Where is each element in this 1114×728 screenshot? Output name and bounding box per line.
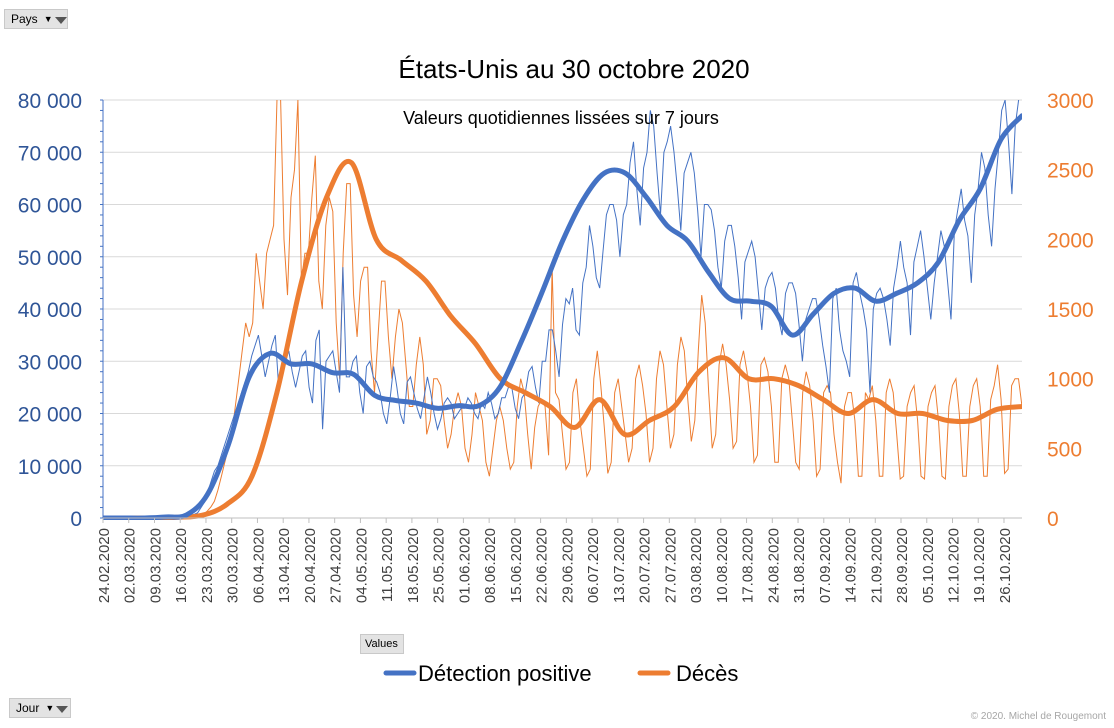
chart-subtitle: Valeurs quotidiennes lissées sur 7 jours xyxy=(403,108,719,128)
y-right-tick-label: 1500 xyxy=(1047,299,1094,322)
x-tick-label: 13.07.2020 xyxy=(611,528,628,603)
y-right-tick-label: 2500 xyxy=(1047,160,1094,183)
axes: 0 10 000 20 000 30 000 40 000 50 000 60 000 70 … xyxy=(18,90,1094,603)
x-tick-label: 16.03.2020 xyxy=(173,528,190,603)
x-tick-label: 08.06.2020 xyxy=(482,528,499,603)
x-tick-label: 27.04.2020 xyxy=(328,528,345,603)
values-field-button[interactable]: Values xyxy=(360,634,404,654)
x-tick-label: 31.08.2020 xyxy=(791,528,808,603)
dropdown-arrow-icon: ▼ xyxy=(43,14,53,24)
daily-raw-lines xyxy=(103,100,1022,519)
x-tick-label: 21.09.2020 xyxy=(868,528,885,603)
legend: Détection positive Décès xyxy=(383,661,738,686)
x-tick-label: 02.03.2020 xyxy=(122,528,139,603)
x-tick-label: 24.08.2020 xyxy=(765,528,782,603)
x-tick-label: 06.07.2020 xyxy=(585,528,602,603)
legend-label-detection: Détection positive xyxy=(418,661,592,686)
y-left-tick-label: 30 000 xyxy=(18,351,82,374)
y-left-tick-label: 10 000 xyxy=(18,456,82,479)
x-tick-label: 05.10.2020 xyxy=(920,528,937,603)
x-tick-label: 19.10.2020 xyxy=(971,528,988,603)
y-left-tick-label: 40 000 xyxy=(18,299,82,322)
x-tick-label: 25.05.2020 xyxy=(431,528,448,603)
x-tick-label: 28.09.2020 xyxy=(894,528,911,603)
x-tick-label: 27.07.2020 xyxy=(662,528,679,603)
x-tick-label: 13.04.2020 xyxy=(276,528,293,603)
jour-filter-button[interactable]: Jour ▼ xyxy=(9,698,71,718)
dropdown-arrow-icon: ▼ xyxy=(45,703,55,713)
x-tick-label: 01.06.2020 xyxy=(456,528,473,603)
x-tick-label: 24.02.2020 xyxy=(96,528,113,603)
smoothed-lines xyxy=(103,113,1022,520)
y-right-tick-label: 3000 xyxy=(1047,90,1094,113)
x-tick-label: 14.09.2020 xyxy=(843,528,860,603)
y-left-tick-label: 70 000 xyxy=(18,142,82,165)
y-right-tick-label: 2000 xyxy=(1047,229,1094,252)
y-left-tick-label: 20 000 xyxy=(18,404,82,427)
y-left-tick-label: 80 000 xyxy=(18,90,82,113)
funnel-icon xyxy=(54,16,67,24)
x-tick-label: 29.06.2020 xyxy=(559,528,576,603)
x-tick-label: 20.07.2020 xyxy=(637,528,654,603)
x-tick-label: 04.05.2020 xyxy=(353,528,370,603)
funnel-icon xyxy=(56,705,69,713)
x-tick-label: 26.10.2020 xyxy=(997,528,1014,603)
x-tick-label: 07.09.2020 xyxy=(817,528,834,603)
y-right-tick-label: 1000 xyxy=(1047,369,1094,392)
x-tick-label: 23.03.2020 xyxy=(199,528,216,603)
x-tick-label: 03.08.2020 xyxy=(688,528,705,603)
x-tick-label: 09.03.2020 xyxy=(147,528,164,603)
values-field-label: Values xyxy=(365,638,398,650)
x-tick-label: 18.05.2020 xyxy=(405,528,422,603)
y-left-tick-label: 0 xyxy=(70,508,82,531)
pays-filter-button[interactable]: Pays ▼ xyxy=(4,9,68,29)
y-right-tick-label: 0 xyxy=(1047,508,1059,531)
deces-daily-line xyxy=(103,100,1022,519)
y-left-tick-label: 60 000 xyxy=(18,195,82,218)
detection-smoothed-line xyxy=(103,113,1022,520)
y-left-tick-label: 50 000 xyxy=(18,247,82,270)
chart-title: États-Unis au 30 octobre 2020 xyxy=(398,54,749,84)
copyright-text: © 2020. Michel de Rougemont xyxy=(970,711,1106,722)
legend-label-deces: Décès xyxy=(676,661,738,686)
y-right-tick-label: 500 xyxy=(1047,438,1082,461)
jour-filter-label: Jour xyxy=(16,701,40,715)
x-tick-label: 22.06.2020 xyxy=(534,528,551,603)
x-tick-label: 06.04.2020 xyxy=(250,528,267,603)
x-tick-label: 12.10.2020 xyxy=(945,528,962,603)
x-tick-label: 15.06.2020 xyxy=(508,528,525,603)
x-tick-label: 10.08.2020 xyxy=(714,528,731,603)
x-tick-label: 11.05.2020 xyxy=(379,528,396,602)
deces-smoothed-line xyxy=(103,158,1022,520)
pays-filter-label: Pays xyxy=(11,12,38,26)
x-tick-label: 17.08.2020 xyxy=(740,528,757,603)
detection-daily-line xyxy=(103,100,1020,519)
x-tick-label: 20.04.2020 xyxy=(302,528,319,603)
x-tick-label: 30.03.2020 xyxy=(225,528,242,603)
